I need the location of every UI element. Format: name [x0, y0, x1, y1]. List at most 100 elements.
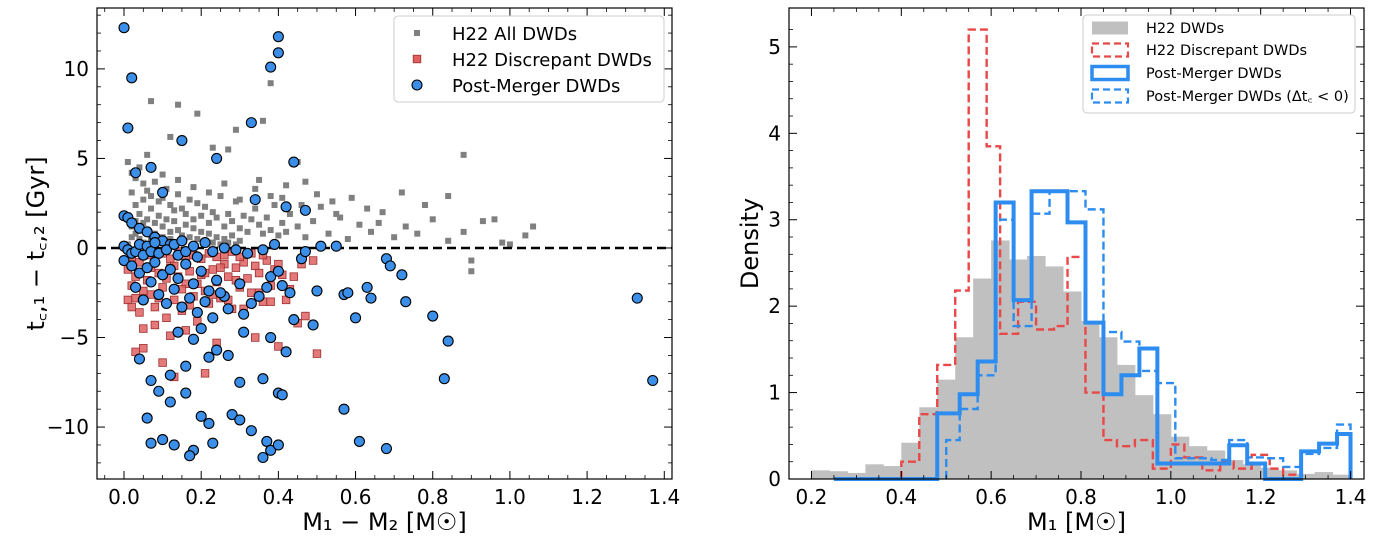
post-merger-point: [257, 244, 269, 256]
h22-all-point: [252, 205, 259, 212]
y-tick-label: −10: [47, 415, 89, 439]
post-merger-point: [238, 308, 250, 320]
h22-all-point: [248, 216, 255, 223]
post-merger-point: [176, 134, 188, 147]
post-merger-point: [442, 335, 454, 347]
scatter-frame: [96, 7, 673, 480]
post-merger-point: [184, 292, 196, 304]
h22-histogram-bar: [1314, 472, 1334, 479]
post-merger-point: [234, 414, 246, 426]
h22-all-point: [313, 191, 320, 198]
post-merger-point: [218, 242, 230, 254]
histogram-axes: 0.2 0.4 0.6 0.8 1.0 1.2 1.4 0 1 2 3 4 5: [768, 7, 1366, 509]
histogram-frame: [788, 7, 1365, 480]
h22-all-point: [499, 239, 506, 246]
h22-all-point: [240, 212, 247, 219]
x-tick-label: 0.8: [1065, 485, 1097, 509]
x-tick-label: 0.2: [796, 485, 828, 509]
h22-all-point: [422, 201, 429, 208]
scatter-legend-box: [393, 15, 665, 103]
post-merger-point: [118, 22, 130, 34]
h22-all-point: [190, 225, 197, 232]
h22-all-point: [175, 176, 182, 183]
post-merger-point: [272, 265, 284, 277]
h22-histogram-bar: [1027, 256, 1046, 479]
h22-all-point: [232, 126, 239, 133]
post-merger-point: [276, 280, 288, 292]
post-merger-point: [153, 385, 165, 397]
histogram-legend: H22 DWDs H22 Discrepant DWDs Post-Merger D…: [1082, 14, 1356, 114]
x-tick-label: 1.0: [1155, 485, 1187, 509]
post-merger-point: [130, 167, 142, 179]
post-merger-point: [180, 360, 192, 372]
h22-all-point: [167, 228, 174, 235]
h22-all-point: [236, 225, 243, 232]
h22-all-point: [279, 219, 286, 226]
post-merger-point: [137, 294, 149, 306]
h22-all-point: [256, 221, 263, 228]
h22-all-point: [286, 210, 293, 217]
y-tick-label: 1: [768, 381, 781, 405]
h22-histogram-bar: [883, 466, 902, 479]
post-merger-point: [207, 312, 219, 324]
legend-label: Post-Merger DWDs (Δt꜀ < 0): [1146, 89, 1349, 105]
post-merger-point: [153, 288, 165, 301]
post-merger-point: [133, 353, 145, 365]
post-merger-point: [191, 306, 203, 318]
post-merger-point: [261, 281, 273, 293]
h22-all-point: [186, 234, 193, 241]
post-merger-point: [276, 389, 288, 401]
post-merger-point: [195, 323, 207, 335]
h22-all-point: [124, 159, 131, 166]
h22-histogram-bar: [919, 407, 938, 479]
h22-histogram-bar: [937, 379, 956, 479]
h22-all-point: [209, 209, 216, 216]
post-merger-point: [647, 374, 659, 387]
legend-label: Post-Merger DWDs: [1146, 66, 1282, 82]
post-merger-point: [249, 194, 261, 206]
h22-all-point: [317, 203, 324, 210]
x-tick-label: 1.4: [648, 485, 680, 509]
post-merger-point: [234, 278, 246, 290]
h22-all-point: [221, 223, 228, 230]
h22-all-point: [267, 193, 274, 200]
h22-all-point: [217, 193, 224, 200]
h22-histogram-bar: [865, 464, 884, 479]
h22-histogram-bar: [1260, 467, 1280, 479]
y-tick-label: 5: [76, 146, 89, 170]
h22-all-point: [175, 101, 182, 108]
y-tick-label: 3: [768, 208, 781, 232]
post-merger-point: [122, 122, 134, 134]
post-merger-point: [631, 292, 643, 304]
h22-all-point: [460, 151, 467, 158]
post-merger-point: [211, 344, 223, 356]
h22-discrepant-point: [127, 302, 136, 312]
post-merger-point: [180, 258, 192, 270]
post-merger-point: [272, 439, 284, 451]
scatter-points: [97, 22, 672, 464]
h22-all-point: [148, 193, 155, 200]
post-merger-point: [427, 310, 439, 322]
legend-label: H22 All DWDs: [452, 24, 577, 45]
h22-all-point: [244, 228, 251, 235]
legend-patch-post-merger: [1090, 64, 1130, 82]
post-merger-point: [338, 403, 350, 415]
post-merger-point: [141, 262, 153, 274]
post-merger-point: [280, 346, 292, 358]
h22-all-point: [445, 193, 452, 200]
h22-all-point: [140, 219, 147, 226]
h22-all-point: [221, 180, 228, 187]
y-tick-label: 0: [768, 467, 781, 491]
h22-all-point: [232, 198, 239, 205]
h22-all-point: [151, 219, 158, 226]
post-merger-point: [330, 240, 342, 252]
h22-all-point: [267, 227, 274, 234]
post-merger-negative-step-line: [945, 190, 1352, 479]
post-merger-point: [238, 326, 250, 338]
post-merger-point: [211, 152, 223, 164]
h22-all-point: [329, 198, 336, 205]
post-merger-point: [284, 287, 296, 299]
y-tick-label: 0: [76, 236, 89, 260]
